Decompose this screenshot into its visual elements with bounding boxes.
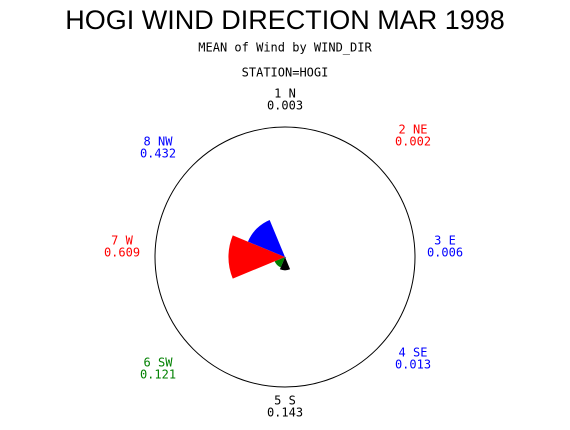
direction-label: 3 E — [434, 234, 456, 248]
wedge — [274, 257, 285, 268]
direction-label: 2 NE — [399, 123, 428, 137]
chart-subtitle: MEAN of Wind by WIND_DIR — [198, 41, 372, 55]
wedge — [247, 219, 285, 257]
value-label: 0.013 — [395, 358, 431, 372]
wedge — [228, 235, 285, 279]
chart-title: HOGI WIND DIRECTION MAR 1998 — [65, 5, 505, 35]
value-label: 0.432 — [140, 147, 176, 161]
direction-label: 5 S — [274, 394, 296, 408]
value-label: 0.002 — [395, 135, 431, 149]
wedge — [279, 257, 291, 271]
value-label: 0.121 — [140, 368, 176, 382]
outer-circle — [154, 126, 416, 388]
value-label: 0.006 — [427, 246, 463, 260]
direction-label: 1 N — [274, 87, 296, 101]
wedge — [285, 257, 287, 259]
value-label: 0.609 — [104, 246, 140, 260]
direction-label: 6 SW — [144, 356, 174, 370]
value-label: 0.143 — [267, 406, 303, 420]
station-label: STATION=HOGI — [242, 66, 329, 80]
direction-label: 8 NW — [144, 135, 174, 149]
direction-label: 4 SE — [399, 346, 428, 360]
direction-label: 7 W — [111, 234, 133, 248]
value-label: 0.003 — [267, 99, 303, 113]
